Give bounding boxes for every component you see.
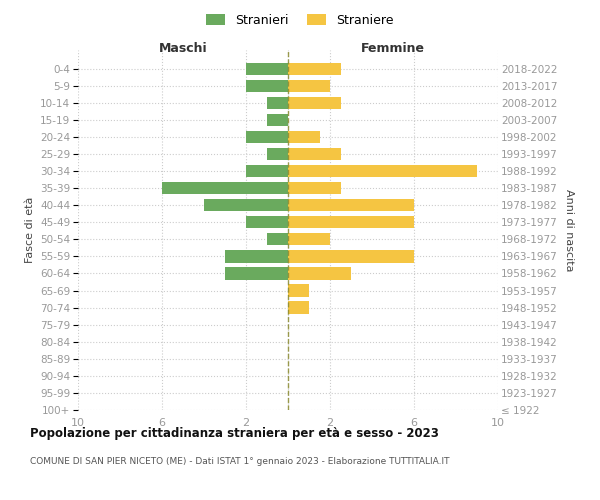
Bar [288,216,414,228]
Bar [267,114,288,126]
Bar [288,284,309,296]
Y-axis label: Anni di nascita: Anni di nascita [565,188,574,271]
Bar [288,131,320,143]
Bar [267,96,288,109]
Bar [288,250,414,262]
Bar [225,268,288,280]
Bar [225,250,288,262]
Legend: Stranieri, Straniere: Stranieri, Straniere [202,8,398,32]
Text: Maschi: Maschi [158,42,208,55]
Bar [246,165,288,177]
Bar [288,80,330,92]
Bar [204,199,288,211]
Bar [267,148,288,160]
Bar [288,233,330,245]
Bar [288,96,341,109]
Bar [246,80,288,92]
Bar [267,233,288,245]
Bar [288,148,341,160]
Bar [246,216,288,228]
Bar [288,165,477,177]
Bar [288,199,414,211]
Bar [288,268,351,280]
Text: COMUNE DI SAN PIER NICETO (ME) - Dati ISTAT 1° gennaio 2023 - Elaborazione TUTTI: COMUNE DI SAN PIER NICETO (ME) - Dati IS… [30,458,449,466]
Y-axis label: Fasce di età: Fasce di età [25,197,35,263]
Bar [246,131,288,143]
Bar [246,62,288,75]
Bar [288,62,341,75]
Text: Femmine: Femmine [361,42,425,55]
Text: Popolazione per cittadinanza straniera per età e sesso - 2023: Popolazione per cittadinanza straniera p… [30,428,439,440]
Bar [288,182,341,194]
Bar [288,302,309,314]
Bar [162,182,288,194]
